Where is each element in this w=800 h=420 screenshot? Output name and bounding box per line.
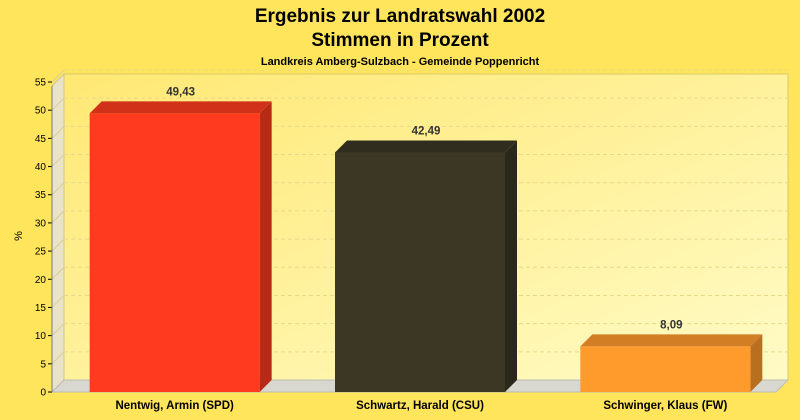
x-tick-label: Schwinger, Klaus (FW): [603, 400, 727, 412]
bar-side: [259, 101, 272, 393]
grid-line-side: [51, 210, 65, 224]
y-tick-label: 20: [35, 275, 47, 286]
data-label: 49,43: [166, 86, 195, 98]
y-tick-label: 0: [40, 388, 46, 399]
chart-title: Ergebnis zur Landratswahl 2002: [255, 6, 545, 27]
y-tick-label: 15: [35, 303, 47, 314]
bar-top: [335, 140, 517, 153]
y-axis-label: %: [13, 231, 25, 241]
x-tick-label: Schwartz, Harald (CSU): [356, 400, 484, 412]
grid-line-side: [51, 126, 65, 139]
grid-line-side: [51, 351, 65, 365]
grid-line-side: [51, 154, 65, 167]
grid-line-side: [51, 69, 65, 83]
x-tick-label: Nentwig, Armin (SPD): [115, 400, 234, 412]
y-tick-label: 45: [35, 134, 47, 145]
bar-top: [89, 101, 272, 114]
bar-side: [505, 140, 517, 392]
plot-area: 0 5 10 15 20 25 30 35 40 45 50 55 49,43 Nentwig, Armi…: [35, 69, 790, 412]
y-tick-label: 35: [35, 190, 47, 201]
grid-line-side: [51, 238, 65, 252]
y-tick-label: 40: [35, 162, 47, 173]
grid-line-side: [51, 266, 65, 280]
bar-top: [580, 334, 763, 347]
chart-subtitle: Landkreis Amberg-Sulzbach - Gemeinde Pop…: [261, 56, 540, 68]
bar: [335, 152, 505, 392]
grid-line-side: [51, 323, 65, 336]
y-tick-label: 25: [35, 247, 47, 258]
grid-line-side: [51, 295, 65, 308]
bar-side: [750, 334, 763, 392]
chart-title-line2: Stimmen in Prozent: [311, 30, 489, 51]
y-tick-label: 5: [40, 359, 46, 370]
bar: [89, 113, 260, 393]
data-label: 8,09: [660, 319, 682, 331]
y-tick-label: 55: [35, 78, 47, 89]
grid-line-side: [51, 97, 65, 111]
y-tick-label: 30: [35, 218, 47, 229]
y-tick-label: 10: [35, 331, 47, 342]
grid-line-side: [51, 182, 65, 196]
plot-side-wall: [51, 72, 65, 394]
data-label: 42,49: [412, 126, 441, 138]
y-tick-label: 50: [35, 106, 47, 117]
bar: [580, 346, 751, 392]
